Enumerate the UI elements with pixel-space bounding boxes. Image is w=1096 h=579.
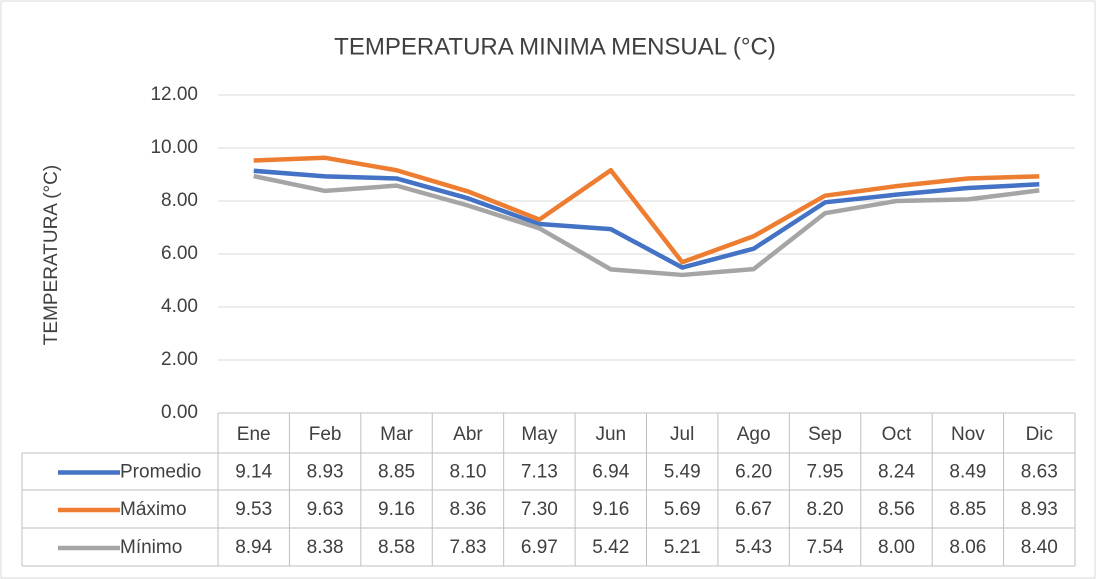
table-value: 6.94 bbox=[592, 462, 629, 483]
table-value: 8.20 bbox=[807, 499, 844, 520]
x-tick-label: Ago bbox=[737, 424, 771, 445]
table-value: 7.13 bbox=[521, 462, 558, 483]
table-value: 8.93 bbox=[1021, 499, 1058, 520]
table-value: 8.40 bbox=[1021, 537, 1058, 558]
x-tick-label: Dic bbox=[1026, 424, 1053, 445]
x-tick-label: Abr bbox=[453, 424, 483, 445]
x-tick-label: Jul bbox=[670, 424, 694, 445]
table-value: 8.36 bbox=[449, 499, 486, 520]
table-value: 8.85 bbox=[378, 462, 415, 483]
x-tick-label: Ene bbox=[237, 424, 271, 445]
table-value: 8.00 bbox=[878, 537, 915, 558]
table-value: 8.85 bbox=[949, 499, 986, 520]
table-value: 9.16 bbox=[592, 499, 629, 520]
x-tick-label: Mar bbox=[380, 424, 413, 445]
table-value: 5.49 bbox=[664, 462, 701, 483]
y-tick-label: 12.00 bbox=[150, 84, 198, 105]
y-tick-label: 6.00 bbox=[161, 243, 198, 264]
legend-label: Mínimo bbox=[120, 537, 182, 558]
table-value: 8.06 bbox=[949, 537, 986, 558]
table-value: 5.69 bbox=[664, 499, 701, 520]
chart-title: TEMPERATURA MINIMA MENSUAL (°C) bbox=[334, 33, 776, 60]
table-value: 8.38 bbox=[307, 537, 344, 558]
y-axis-label: TEMPERATURA (°C) bbox=[41, 165, 62, 345]
table-value: 9.53 bbox=[235, 499, 272, 520]
x-tick-label: Nov bbox=[951, 424, 985, 445]
table-value: 9.16 bbox=[378, 499, 415, 520]
x-tick-label: Feb bbox=[309, 424, 342, 445]
x-tick-label: Oct bbox=[882, 424, 912, 445]
series-line bbox=[253, 168, 1040, 270]
table-value: 8.63 bbox=[1021, 462, 1058, 483]
table-value: 8.93 bbox=[307, 462, 344, 483]
table-value: 5.21 bbox=[664, 537, 701, 558]
table-value: 8.94 bbox=[235, 537, 272, 558]
y-tick-label: 0.00 bbox=[161, 402, 198, 423]
table-value: 5.42 bbox=[592, 537, 629, 558]
table-value: 8.49 bbox=[949, 462, 986, 483]
table-value: 5.43 bbox=[735, 537, 772, 558]
table-value: 7.54 bbox=[807, 537, 844, 558]
table-value: 8.58 bbox=[378, 537, 415, 558]
table-value: 6.20 bbox=[735, 462, 772, 483]
table-value: 6.97 bbox=[521, 537, 558, 558]
table-value: 8.24 bbox=[878, 462, 915, 483]
x-tick-label: Sep bbox=[808, 424, 842, 445]
y-tick-label: 8.00 bbox=[161, 190, 198, 211]
series-line bbox=[253, 173, 1040, 278]
x-tick-label: May bbox=[521, 424, 557, 445]
table-value: 9.63 bbox=[307, 499, 344, 520]
legend-label: Máximo bbox=[120, 499, 187, 520]
x-tick-label: Jun bbox=[595, 424, 626, 445]
table-value: 7.83 bbox=[449, 537, 486, 558]
series-line bbox=[253, 155, 1040, 265]
table-value: 8.10 bbox=[449, 462, 486, 483]
y-tick-label: 4.00 bbox=[161, 296, 198, 317]
table-value: 7.95 bbox=[807, 462, 844, 483]
table-value: 9.14 bbox=[235, 462, 272, 483]
y-tick-label: 2.00 bbox=[161, 349, 198, 370]
table-value: 8.56 bbox=[878, 499, 915, 520]
legend-label: Promedio bbox=[120, 462, 201, 483]
y-tick-label: 10.00 bbox=[150, 137, 198, 158]
table-value: 6.67 bbox=[735, 499, 772, 520]
table-value: 7.30 bbox=[521, 499, 558, 520]
